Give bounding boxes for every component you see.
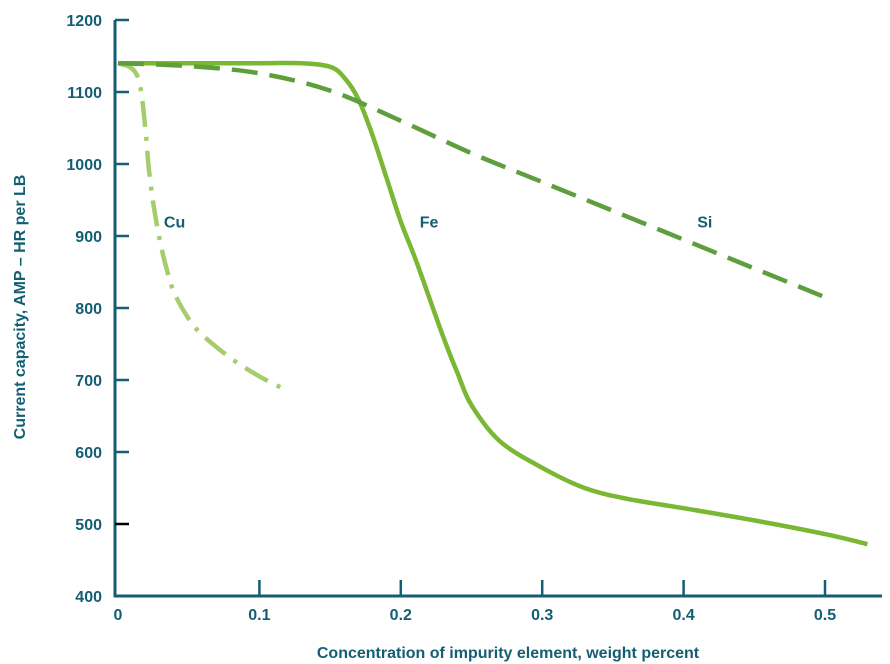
axes: 400 500 600 700 800 900 1000 1100 1200 0 0.1 0.2 0.3…	[66, 13, 882, 624]
x-tick-label: 0.3	[531, 607, 553, 624]
y-tick-label: 600	[75, 445, 102, 462]
y-axis-title: Current capacity, AMP – HR per LB	[12, 175, 29, 440]
y-tick-label: 800	[75, 301, 102, 318]
y-tick-label: 1200	[66, 13, 102, 30]
x-tick-label: 0.4	[672, 607, 694, 624]
series-line-si	[117, 60, 826, 300]
series-layer	[117, 60, 868, 547]
y-tick-label: 1000	[66, 157, 102, 174]
x-tick-label: 0.1	[248, 607, 270, 624]
x-tick-label: 0	[114, 607, 123, 624]
series-line-cu	[117, 61, 289, 393]
labels-layer: Cu Fe Si	[164, 215, 712, 232]
x-tick-label: 0.5	[814, 607, 836, 624]
x-tick-label: 0.2	[390, 607, 412, 624]
x-axis-title: Concentration of impurity element, weigh…	[317, 645, 700, 662]
y-tick-label: 400	[75, 589, 102, 606]
y-tick-label: 900	[75, 229, 102, 246]
series-line-fe	[118, 60, 868, 547]
series-label-fe: Fe	[420, 215, 439, 232]
y-tick-label: 500	[75, 517, 102, 534]
series-label-cu: Cu	[164, 215, 185, 232]
y-tick-label: 700	[75, 373, 102, 390]
y-tick-label: 1100	[67, 85, 102, 102]
series-label-si: Si	[697, 215, 712, 232]
